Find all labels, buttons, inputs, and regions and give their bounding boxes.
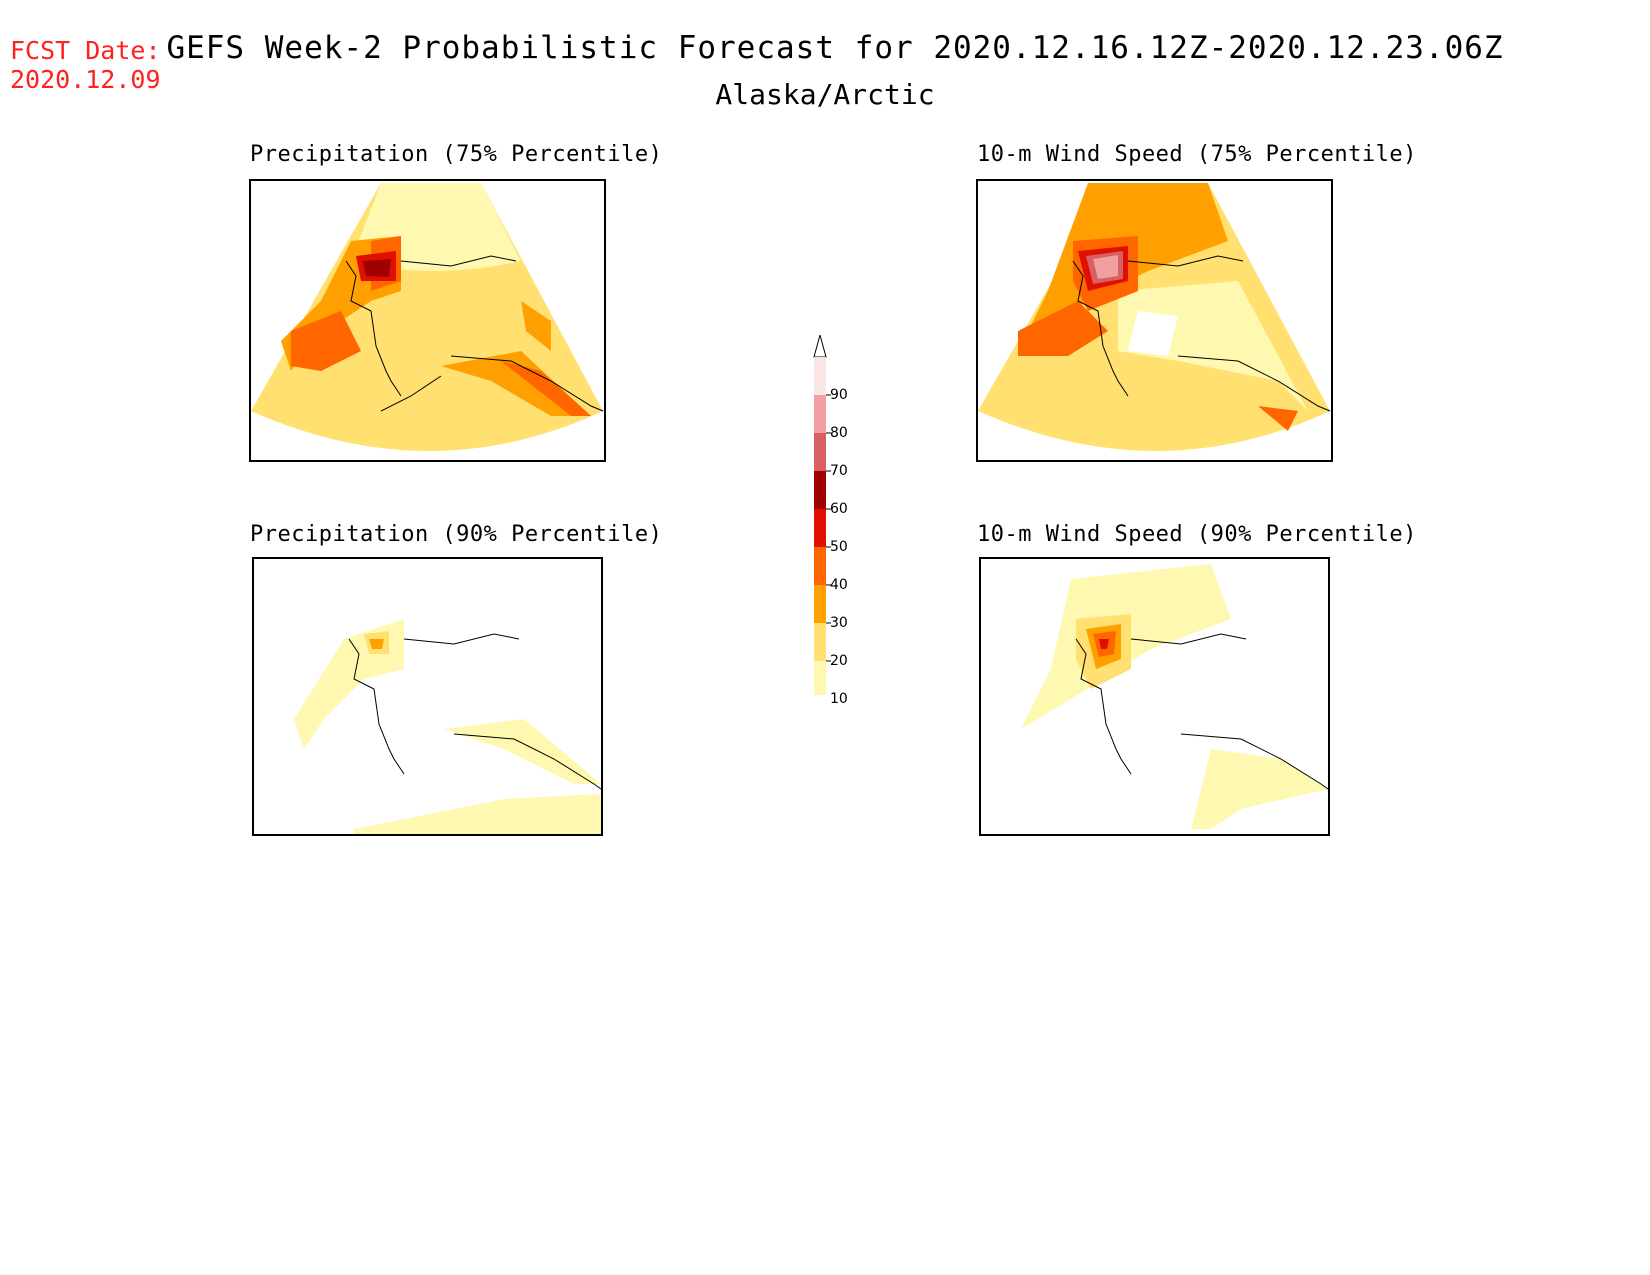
coastline <box>345 260 402 397</box>
colorbar-swatch <box>814 661 826 699</box>
contour-10b <box>444 719 601 784</box>
map-wind90-svg <box>1021 564 1328 829</box>
contour-40 <box>291 311 361 371</box>
colorbar-swatch <box>814 357 826 395</box>
coastline-south <box>450 355 604 412</box>
page-title: GEFS Week-2 Probabilistic Forecast for 2… <box>166 30 1504 66</box>
map-wind75 <box>976 179 1333 462</box>
colorbar-swatch <box>814 471 826 509</box>
contour-80 <box>1093 255 1118 279</box>
contour-30 <box>369 639 384 649</box>
contour-30d <box>521 301 551 351</box>
contour-40 <box>1018 301 1108 356</box>
contour-10c <box>354 794 601 834</box>
map-precip90-svg <box>294 619 601 834</box>
colorbar-top-arrow <box>813 333 827 358</box>
contour-10b <box>1191 749 1328 829</box>
fcst-date-value: 2020.12.09 <box>10 65 161 94</box>
colorbar-tick-label: 60 <box>830 501 848 517</box>
coastline <box>1072 260 1129 397</box>
coastline <box>1075 638 1132 775</box>
colorbar-tick-label: 10 <box>830 691 848 707</box>
colorbar-tick-label: 40 <box>830 577 848 593</box>
map-precip75-svg <box>251 183 604 451</box>
contour-40c <box>1258 406 1298 431</box>
border <box>400 255 517 267</box>
contour-60 <box>363 259 391 277</box>
peninsula <box>380 375 442 412</box>
map-precip90 <box>252 557 603 836</box>
colorbar-swatch <box>814 623 826 661</box>
contour-50 <box>1099 639 1109 649</box>
colorbar-swatch <box>814 547 826 585</box>
panel-title-precip75: Precipitation (75% Percentile) <box>250 142 663 167</box>
colorbar-tick-label: 90 <box>830 387 848 403</box>
colorbar-swatch <box>814 395 826 433</box>
colorbar-tick-label: 80 <box>830 425 848 441</box>
panel-title-wind75: 10-m Wind Speed (75% Percentile) <box>977 142 1417 167</box>
panel-title-wind90: 10-m Wind Speed (90% Percentile) <box>977 522 1417 547</box>
colorbar-swatch <box>814 433 826 471</box>
border <box>1127 255 1244 267</box>
colorbar-swatch <box>814 509 826 547</box>
coastline <box>348 638 405 775</box>
map-wind75-svg <box>978 183 1331 451</box>
contour-40c <box>501 361 591 416</box>
contour-low <box>1118 281 1308 411</box>
fcst-date: FCST Date: 2020.12.09 <box>10 36 161 94</box>
coastline-south <box>1177 355 1331 412</box>
colorbar-swatch <box>814 585 826 623</box>
page-subtitle: Alaska/Arctic <box>715 78 935 111</box>
colorbar-tick-label: 50 <box>830 539 848 555</box>
map-precip75 <box>249 179 606 462</box>
fcst-date-label: FCST Date: <box>10 36 161 65</box>
panel-title-precip90: Precipitation (90% Percentile) <box>250 522 663 547</box>
map-wind90 <box>979 557 1330 836</box>
contour-white <box>1128 311 1178 356</box>
colorbar-tick-label: 20 <box>830 653 848 669</box>
border <box>403 633 520 645</box>
colorbar-tick-label: 30 <box>830 615 848 631</box>
coastline-south <box>1180 733 1328 790</box>
colorbar-tick-label: 70 <box>830 463 848 479</box>
coastline-south <box>453 733 601 790</box>
border <box>1130 633 1247 645</box>
